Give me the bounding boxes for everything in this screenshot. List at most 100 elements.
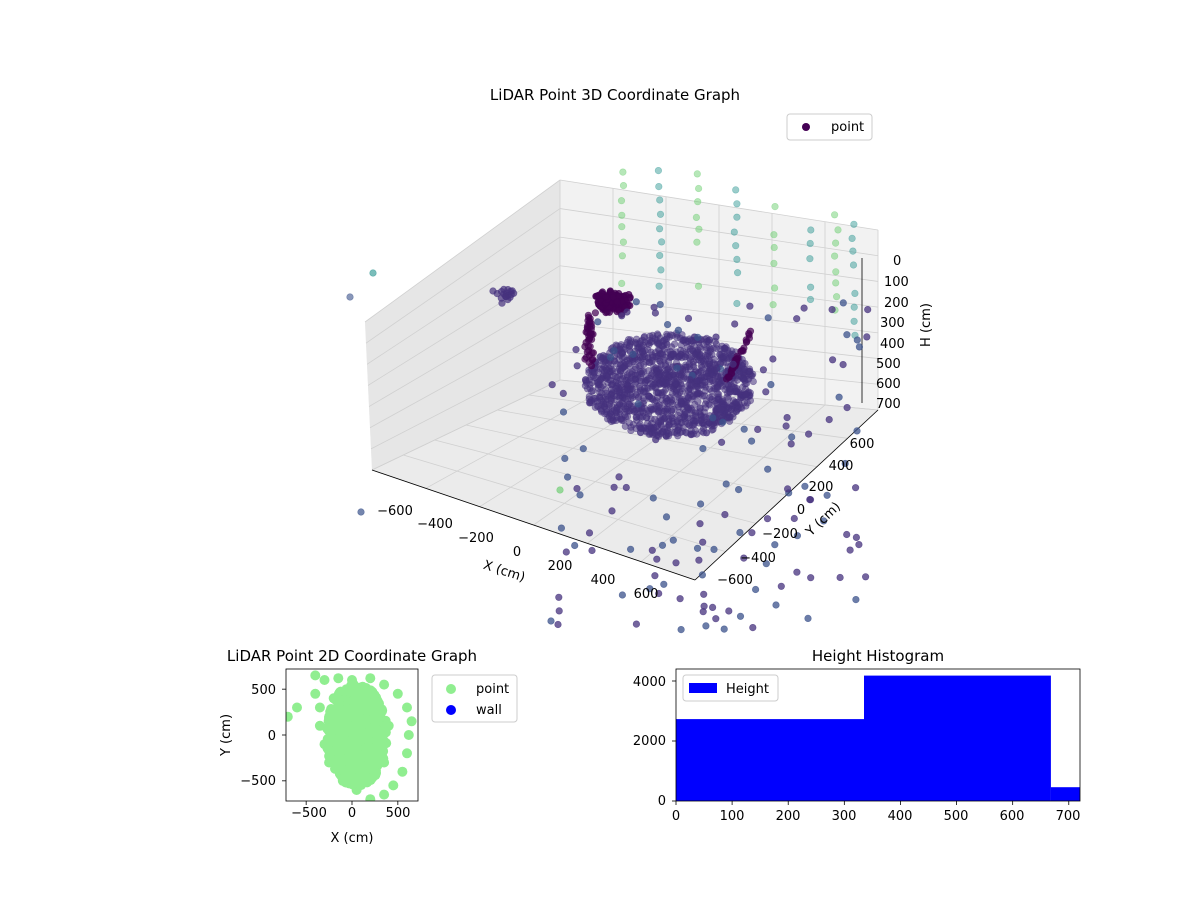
point-3d — [725, 373, 733, 381]
hist-x-tick: 400 — [888, 809, 913, 824]
point-3d — [736, 612, 745, 620]
point-3d — [623, 386, 632, 394]
chart-3d-pane-left — [365, 180, 560, 470]
point-2d — [362, 728, 372, 739]
point-3d — [738, 383, 747, 391]
point-3d — [603, 415, 612, 423]
point-3d — [661, 360, 670, 368]
grid-line — [559, 179, 879, 231]
point-2d — [334, 709, 345, 720]
point-2d — [379, 679, 390, 690]
point-3d — [742, 402, 750, 410]
point-3d — [668, 400, 676, 408]
point-2d — [286, 711, 293, 722]
point-2d — [342, 720, 353, 731]
point-2d — [356, 719, 367, 730]
y3d-label: Y (cm) — [803, 499, 844, 540]
point-3d — [832, 293, 841, 301]
point-2d — [319, 675, 330, 685]
point-3d — [848, 234, 856, 242]
point-3d — [602, 309, 610, 317]
grid-line — [367, 265, 561, 386]
point-2d — [365, 705, 376, 716]
point-3d — [571, 541, 579, 550]
point-3d — [639, 348, 647, 356]
y3d-tick: −200 — [762, 527, 798, 542]
z3d-tick: 100 — [884, 275, 909, 290]
point-3d — [841, 459, 849, 468]
point-2d — [403, 730, 414, 740]
point-2d — [333, 673, 344, 684]
point-3d — [843, 530, 851, 539]
point-3d — [851, 484, 860, 492]
point-2d — [402, 702, 412, 713]
point-3d — [839, 361, 847, 369]
point-3d — [662, 394, 670, 402]
point-3d — [705, 419, 713, 427]
point-3d — [734, 486, 743, 494]
point-3d — [717, 438, 726, 446]
point-3d — [740, 425, 748, 433]
y2d-tick: 500 — [251, 683, 276, 698]
point-3d — [618, 312, 626, 320]
point-3d — [800, 304, 808, 312]
point-3d — [692, 382, 701, 391]
point-3d — [731, 320, 739, 328]
grid-line — [368, 293, 561, 407]
histogram-legend-box — [682, 674, 779, 702]
point-3d — [677, 625, 685, 634]
point-3d — [573, 362, 581, 370]
point-3d — [618, 252, 627, 260]
point-3d — [746, 327, 755, 335]
x3d-label: X (cm) — [481, 558, 527, 586]
chart-3d-x-axis — [371, 469, 696, 581]
point-3d — [624, 376, 632, 384]
hist-x-tick: 0 — [672, 809, 680, 824]
point-3d — [749, 623, 757, 632]
point-3d — [695, 419, 703, 427]
point-3d — [610, 392, 618, 400]
point-2d — [357, 765, 368, 775]
point-3d — [498, 299, 506, 307]
point-3d — [655, 183, 663, 191]
point-3d — [559, 408, 568, 416]
point-3d — [653, 330, 662, 338]
point-3d — [855, 540, 863, 549]
point-3d — [709, 414, 717, 422]
point-3d — [669, 536, 677, 544]
y2d-tick: 0 — [268, 729, 276, 744]
point-3d — [716, 351, 724, 359]
point-3d — [591, 309, 600, 317]
point-3d — [674, 426, 682, 434]
point-3d — [584, 311, 593, 319]
y3d-tick: 400 — [829, 459, 854, 474]
point-3d — [632, 298, 640, 306]
histogram-legend: Height — [682, 674, 779, 702]
x3d-tick: −400 — [417, 517, 453, 532]
point-3d — [593, 374, 601, 383]
point-3d — [733, 255, 741, 264]
point-3d — [736, 528, 744, 537]
point-3d — [641, 379, 649, 387]
point-3d — [598, 365, 607, 373]
chart-2d: LiDAR Point 2D Coordinate Graph −500 0 5… — [219, 647, 518, 846]
point-3d — [807, 226, 815, 234]
z3d-tick: 600 — [876, 377, 901, 392]
point-3d — [830, 211, 839, 219]
point-3d — [556, 486, 564, 494]
point-3d — [663, 321, 672, 329]
chart-2d-legend-label-point: point — [476, 682, 509, 697]
point-3d — [654, 167, 663, 175]
point-3d — [793, 532, 802, 540]
point-3d — [699, 538, 707, 546]
hist-y-tick: 0 — [658, 794, 666, 809]
point-3d — [585, 529, 594, 537]
point-3d — [697, 412, 706, 421]
point-3d — [652, 352, 661, 361]
point-3d — [740, 365, 748, 374]
z3d-label: H (cm) — [919, 303, 934, 347]
point-3d — [770, 243, 778, 252]
point-3d — [657, 238, 666, 246]
point-2d — [380, 721, 391, 732]
